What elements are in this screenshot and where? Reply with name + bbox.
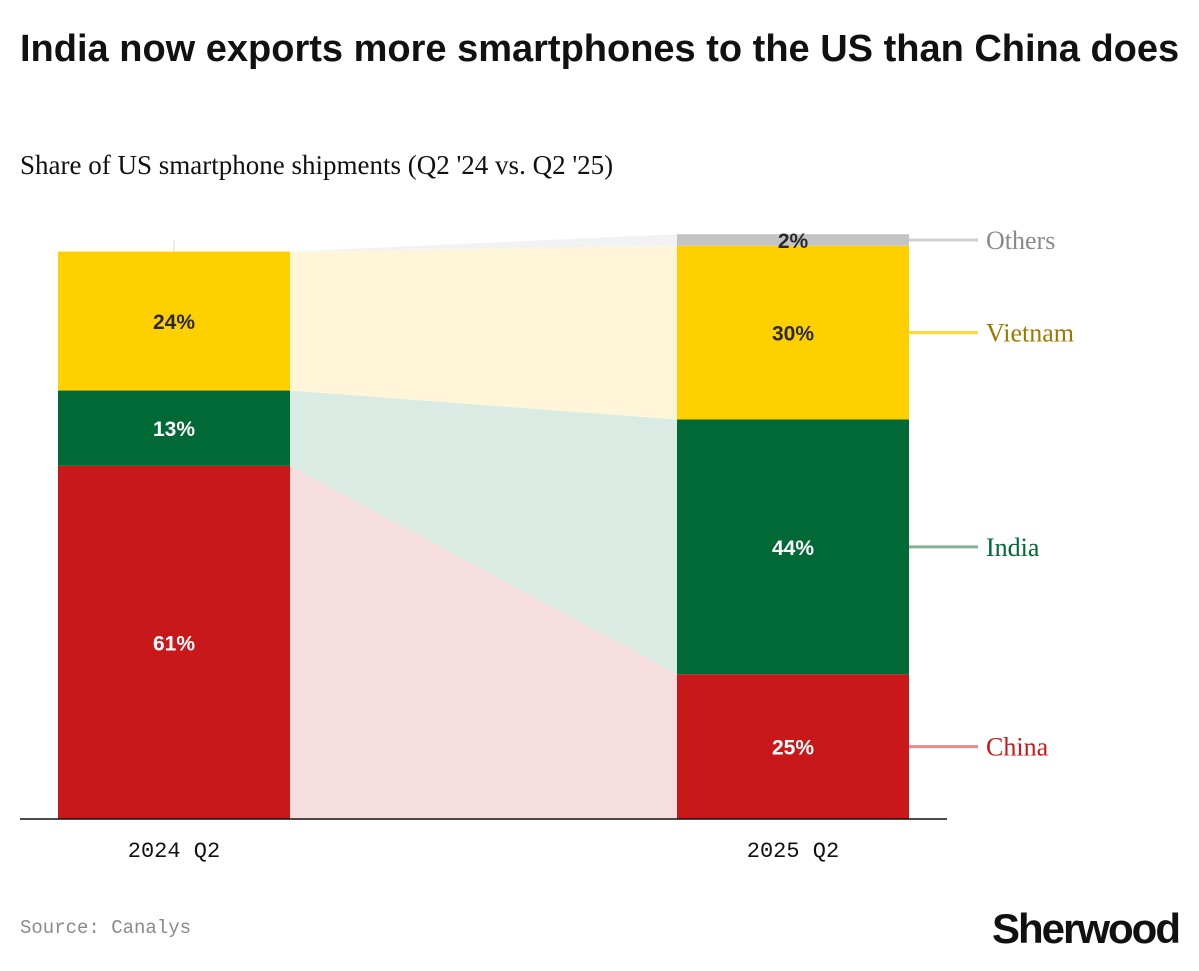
data-label-india-1: 44% [772, 537, 814, 560]
flow-band-india [290, 390, 677, 675]
data-label-india-0: 13% [153, 418, 195, 441]
bar-others-1 [677, 234, 909, 246]
data-label-others-1: 2% [778, 230, 809, 253]
bars [58, 234, 909, 819]
legend-label-india: India [986, 533, 1040, 562]
legend-label-others: Others [986, 226, 1055, 255]
data-label-vietnam-0: 24% [153, 311, 195, 334]
flow-band-vietnam [290, 245, 677, 420]
bar-india-0 [58, 390, 290, 466]
data-labels: 61% 13% 24% 25% 44% 30% 2% [153, 230, 814, 760]
chart-subtitle: Share of US smartphone shipments (Q2 '24… [20, 150, 614, 180]
data-label-china-0: 61% [153, 632, 195, 655]
series-legend: China India Vietnam Others [909, 226, 1074, 762]
bar-china-1 [677, 674, 909, 819]
bar-india-1 [677, 419, 909, 675]
flow-bands [290, 234, 677, 819]
bar-china-0 [58, 465, 290, 819]
flow-band-others [290, 234, 677, 252]
x-tick-label-0: 2024 Q2 [128, 839, 220, 864]
data-label-china-1: 25% [772, 737, 814, 760]
legend-label-china: China [986, 733, 1049, 762]
x-axis: 2024 Q2 2025 Q2 [20, 240, 947, 864]
chart-title: India now exports more smartphones to th… [20, 28, 1180, 70]
source-note: Source: Canalys [20, 917, 192, 939]
x-tick-label-1: 2025 Q2 [747, 839, 839, 864]
sherwood-logo: Sherwood [991, 905, 1181, 952]
legend-label-vietnam: Vietnam [986, 319, 1074, 348]
bar-vietnam-1 [677, 245, 909, 420]
flow-band-china [290, 465, 677, 819]
bar-vietnam-0 [58, 251, 290, 391]
data-label-vietnam-1: 30% [772, 323, 814, 346]
